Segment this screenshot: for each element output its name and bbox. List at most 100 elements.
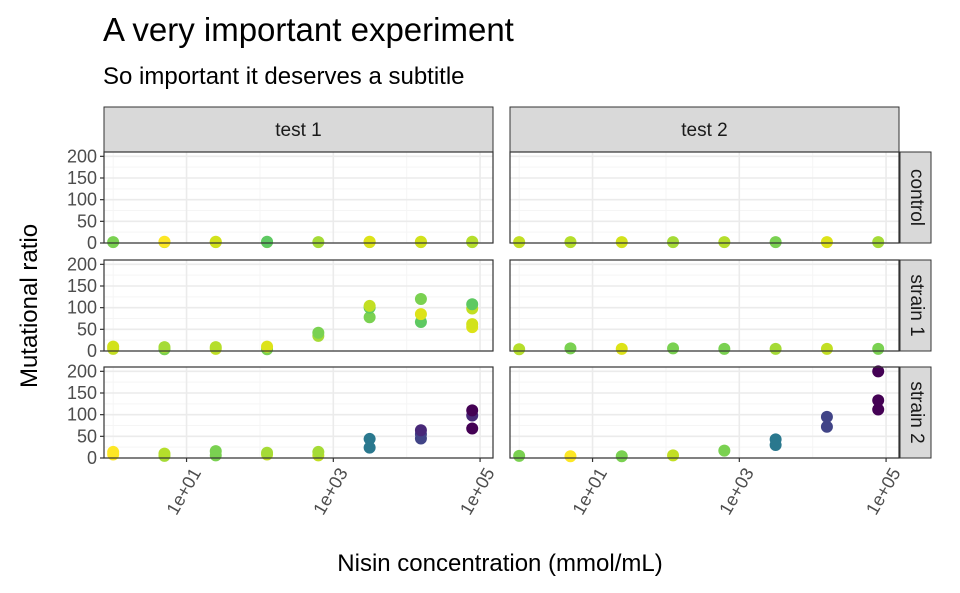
data-point: [414, 424, 427, 437]
facet-panel: [510, 367, 899, 459]
data-point: [261, 235, 274, 248]
data-point: [158, 235, 171, 248]
data-point: [209, 235, 222, 248]
data-point: [718, 236, 731, 249]
data-point: [414, 235, 427, 248]
data-point: [466, 422, 479, 435]
facet-strip-column-label: test 1: [275, 120, 321, 141]
data-point: [158, 447, 171, 460]
data-point: [564, 236, 577, 249]
x-tick-label: 1e+03: [715, 464, 758, 518]
facet-strip-column: [103, 106, 494, 153]
y-tick-label: 150: [67, 168, 97, 188]
data-point: [513, 236, 526, 249]
data-point: [466, 404, 479, 417]
y-tick-label: 50: [77, 211, 97, 231]
data-point: [564, 450, 577, 463]
data-point: [820, 420, 833, 433]
x-tick-label: 1e+05: [456, 464, 499, 518]
panel-background: [510, 367, 899, 458]
panel-background: [104, 260, 493, 351]
data-point: [158, 341, 171, 354]
facet-strip-column: [509, 106, 900, 153]
data-point: [769, 433, 782, 446]
data-point: [312, 445, 325, 458]
x-tick-label: 1e+05: [862, 464, 905, 518]
panel-background: [104, 367, 493, 458]
y-tick-label: 150: [67, 276, 97, 296]
y-tick-label: 150: [67, 383, 97, 403]
panel-background: [510, 152, 899, 243]
data-point: [466, 235, 479, 248]
facet-strip-row: [899, 366, 932, 459]
panel-background: [510, 260, 899, 351]
x-axis-title: Nisin concentration (mmol/mL): [337, 550, 662, 577]
x-tick-label: 1e+01: [568, 464, 611, 518]
panel-background: [104, 152, 493, 243]
data-point: [615, 236, 628, 249]
data-point: [312, 236, 325, 249]
data-point: [312, 326, 325, 339]
panel-border: [103, 259, 494, 352]
data-point: [769, 342, 782, 355]
facet-panel: [104, 152, 493, 244]
data-point: [718, 342, 731, 355]
facet-strip-row-label: strain 2: [906, 381, 927, 443]
data-point: [107, 236, 120, 249]
y-tick-label: 50: [77, 319, 97, 339]
data-point: [872, 394, 885, 407]
data-point: [718, 444, 731, 457]
panel-border: [509, 259, 900, 352]
data-point: [466, 318, 479, 331]
data-point: [872, 236, 885, 249]
y-tick-label: 200: [67, 361, 97, 381]
y-tick-label: 200: [67, 254, 97, 274]
facet-strip-row: [899, 259, 932, 352]
data-point: [363, 299, 376, 312]
data-point: [513, 343, 526, 356]
data-point: [261, 446, 274, 459]
facet-strip-row: [899, 151, 932, 244]
data-point: [414, 293, 427, 305]
y-axis-title: Mutational ratio: [16, 224, 43, 388]
y-tick-label: 50: [77, 426, 97, 446]
facet-strip-column-label: test 2: [681, 120, 727, 141]
data-point: [363, 235, 376, 248]
facet-panel: [104, 260, 493, 352]
y-tick-label: 100: [67, 298, 97, 318]
data-point: [107, 445, 120, 458]
data-point: [820, 410, 833, 423]
data-point: [820, 236, 833, 249]
facet-strip-row-label: control: [906, 169, 927, 226]
data-point: [466, 298, 479, 311]
data-point: [872, 403, 885, 416]
data-point: [209, 341, 222, 354]
data-point: [615, 450, 628, 463]
y-tick-label: 100: [67, 405, 97, 425]
data-point: [667, 342, 680, 355]
data-point: [363, 311, 376, 324]
panel-border: [509, 366, 900, 459]
panel-border: [509, 151, 900, 244]
panel-border: [103, 151, 494, 244]
y-tick-label: 0: [87, 448, 97, 468]
data-point: [363, 432, 376, 445]
y-tick-label: 0: [87, 341, 97, 361]
data-point: [513, 449, 526, 462]
data-point: [667, 236, 680, 249]
data-point: [363, 441, 376, 454]
x-tick-label: 1e+01: [162, 464, 205, 518]
y-tick-label: 0: [87, 233, 97, 253]
data-point: [872, 342, 885, 355]
y-tick-label: 200: [67, 146, 97, 166]
chart-title: A very important experiment: [103, 11, 514, 48]
data-point: [615, 342, 628, 355]
data-point: [564, 342, 577, 355]
data-point: [820, 342, 833, 355]
data-point: [107, 340, 120, 353]
x-tick-label: 1e+03: [309, 464, 352, 518]
data-point: [769, 236, 782, 249]
data-point: [872, 365, 885, 378]
